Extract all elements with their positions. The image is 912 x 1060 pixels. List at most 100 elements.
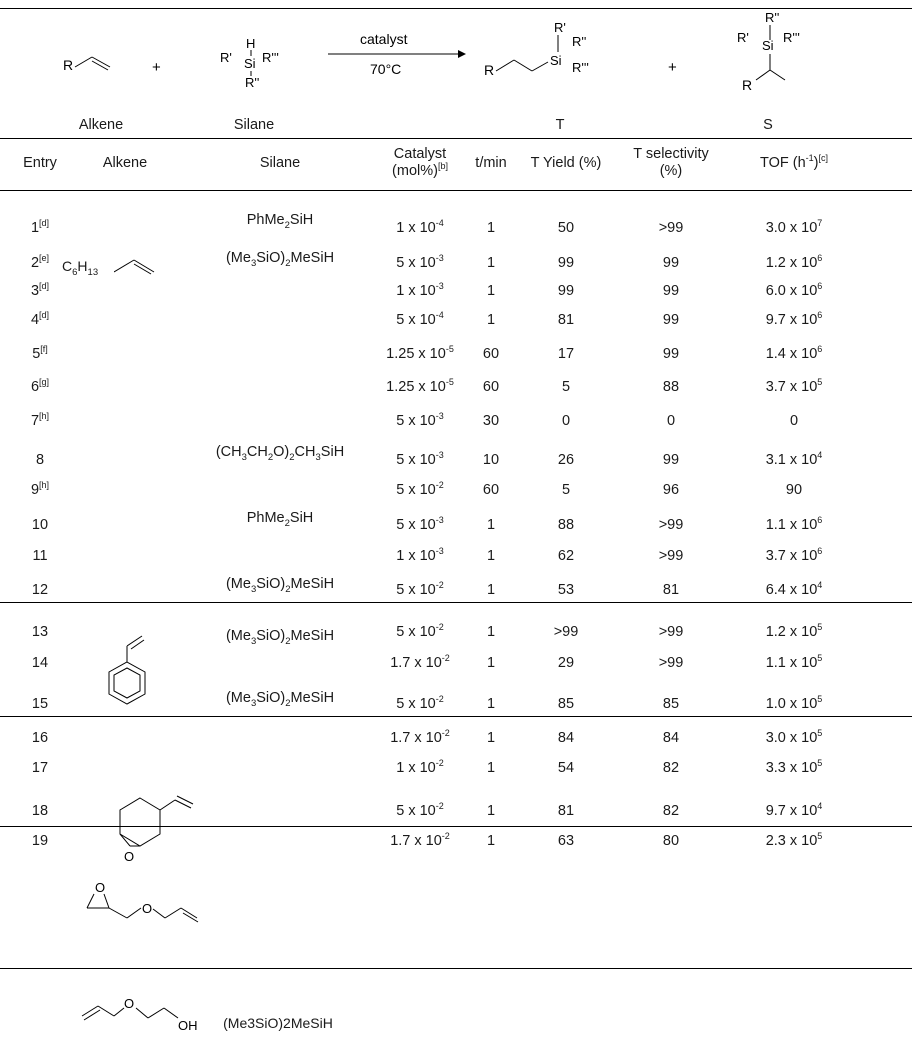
catalyst-cell: 1.25 x 10-5 [386,377,454,395]
col-catalyst: Catalyst (mol%)[b] [392,146,448,180]
scheme-alkene-caption: Alkene [78,117,124,133]
octene-formula: C6H13 [62,258,99,278]
yield-cell: 84 [557,730,575,746]
tof-cell: 2.3 x 105 [765,831,823,849]
catalyst-cell: 1.25 x 10-5 [386,344,454,362]
group-rule-3 [0,826,912,827]
time-cell: 1 [486,255,496,271]
yield-cell: 29 [557,655,575,671]
svg-text:O: O [142,901,152,916]
group-rule-1 [0,602,912,603]
catalyst-cell: 1 x 10-4 [396,218,444,236]
catalyst-cell: 5 x 10-2 [396,622,444,640]
group-rule-4 [0,968,912,969]
time-cell: 1 [486,220,496,236]
time-cell: 60 [482,346,500,362]
time-cell: 60 [482,482,500,498]
entry-cell: 8 [35,452,45,468]
alkene-vinylcyclohexene-oxide: O [119,795,194,864]
col-yield: T Yield (%) [530,155,602,171]
alkene-styrene [108,635,146,705]
scheme-t-si: Si [550,53,562,68]
time-cell: 1 [486,312,496,328]
yield-cell: 0 [561,413,571,429]
entry-cell: 2[e] [30,253,50,271]
time-cell: 1 [486,624,496,640]
col-alkene: Alkene [102,155,148,171]
selectivity-cell: 81 [662,582,680,598]
selectivity-cell: 88 [662,379,680,395]
yield-cell: 81 [557,312,575,328]
selectivity-cell: >99 [658,624,684,640]
entry-cell: 16 [31,730,49,746]
catalyst-cell: 5 x 10-3 [396,450,444,468]
selectivity-cell: >99 [658,655,684,671]
reaction-scheme: R + H R' Si R''' R'' catalyst 70°C R Si … [63,10,800,93]
col-tof-end: ) [813,155,819,171]
entry-cell: 5[f] [32,344,48,362]
col-entry: Entry [23,155,57,171]
col-catalyst-line2: (mol%) [392,163,438,179]
time-cell: 1 [486,760,496,776]
entry-cell: 14 [31,655,49,671]
scheme-t-r1: R' [554,20,566,35]
header-top-rule [0,138,912,139]
yield-cell: 62 [557,548,575,564]
yield-cell: 5 [561,379,571,395]
yield-cell: 5 [561,482,571,498]
entry-cell: 19 [31,833,49,849]
scheme-t-r2: R'' [572,34,586,49]
entry-cell: 3[d] [30,281,50,299]
yield-cell: 85 [557,696,575,712]
selectivity-cell: 0 [666,413,676,429]
alkene-allyloxyethanol: O OH [81,996,198,1033]
catalyst-cell: 1 x 10-3 [396,546,444,564]
catalyst-cell: 5 x 10-3 [396,515,444,533]
tof-cell: 6.4 x 104 [765,580,823,598]
scheme-silane-h: H [246,36,255,51]
alkene-octene: C6H13 [62,258,155,278]
time-cell: 30 [482,413,500,429]
catalyst-cell: 5 x 10-4 [396,310,444,328]
silane-cell: (Me3SiO)2MeSiH [225,250,335,269]
entry-cell: 15 [31,696,49,712]
col-catalyst-note: [b] [437,161,448,172]
top-rule [0,8,912,9]
silane-cell: (Me3SiO)2MeSiH [225,628,335,647]
scheme-silane-caption: Silane [233,117,275,133]
catalyst-cell: 5 x 10-2 [396,480,444,498]
yield-cell: 53 [557,582,575,598]
entry-cell: 1[d] [30,218,50,236]
time-cell: 60 [482,379,500,395]
time-cell: 1 [486,655,496,671]
tof-cell: 3.7 x 106 [765,546,823,564]
catalyst-cell: 1.7 x 10-2 [390,831,450,849]
tof-cell: 3.0 x 107 [765,218,823,236]
tof-cell: 0 [789,413,799,429]
time-cell: 1 [486,833,496,849]
catalyst-cell: 5 x 10-2 [396,694,444,712]
entry-cell: 11 [32,548,48,564]
entry-cell: 18 [31,803,49,819]
scheme-silane-r2: R'' [245,75,259,90]
silane-cell: (Me3SiO)2MeSiH [225,690,335,709]
time-cell: 1 [486,696,496,712]
tof-cell: 1.2 x 106 [765,253,823,271]
entry-cell: 17 [31,760,49,776]
yield-cell: 81 [557,803,575,819]
col-selectivity-line2: (%) [659,163,683,179]
tof-cell: 90 [785,482,803,498]
tof-cell: 1.1 x 105 [765,653,823,671]
scheme-silane-r1: R' [220,50,232,65]
scheme-plus-2: + [668,59,677,76]
yield-cell: 50 [557,220,575,236]
selectivity-cell: >99 [658,220,684,236]
selectivity-cell: 85 [662,696,680,712]
selectivity-cell: 99 [662,255,680,271]
tof-cell: 6.0 x 106 [765,281,823,299]
selectivity-cell: >99 [658,548,684,564]
col-silane: Silane [259,155,301,171]
svg-text:O: O [124,849,134,864]
col-catalyst-line1: Catalyst [393,146,447,162]
time-cell: 10 [482,452,500,468]
